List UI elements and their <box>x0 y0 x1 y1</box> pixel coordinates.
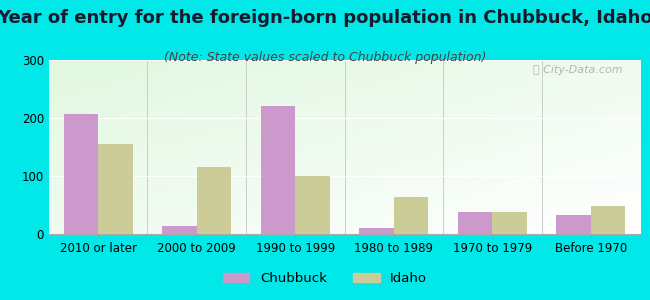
Bar <box>458 212 493 234</box>
Bar <box>591 206 625 234</box>
Legend: Chubbuck, Idaho: Chubbuck, Idaho <box>218 267 432 290</box>
Bar <box>394 197 428 234</box>
Bar <box>64 114 98 234</box>
Bar <box>261 106 295 234</box>
Text: Ⓜ City-Data.com: Ⓜ City-Data.com <box>533 65 623 75</box>
Bar <box>98 144 133 234</box>
Text: Year of entry for the foreign-born population in Chubbuck, Idaho: Year of entry for the foreign-born popul… <box>0 9 650 27</box>
Bar <box>162 226 196 234</box>
Bar <box>493 212 527 234</box>
Bar <box>295 176 330 234</box>
Bar <box>359 228 394 234</box>
Text: (Note: State values scaled to Chubbuck population): (Note: State values scaled to Chubbuck p… <box>164 51 486 64</box>
Bar <box>556 215 591 234</box>
Bar <box>196 167 231 234</box>
